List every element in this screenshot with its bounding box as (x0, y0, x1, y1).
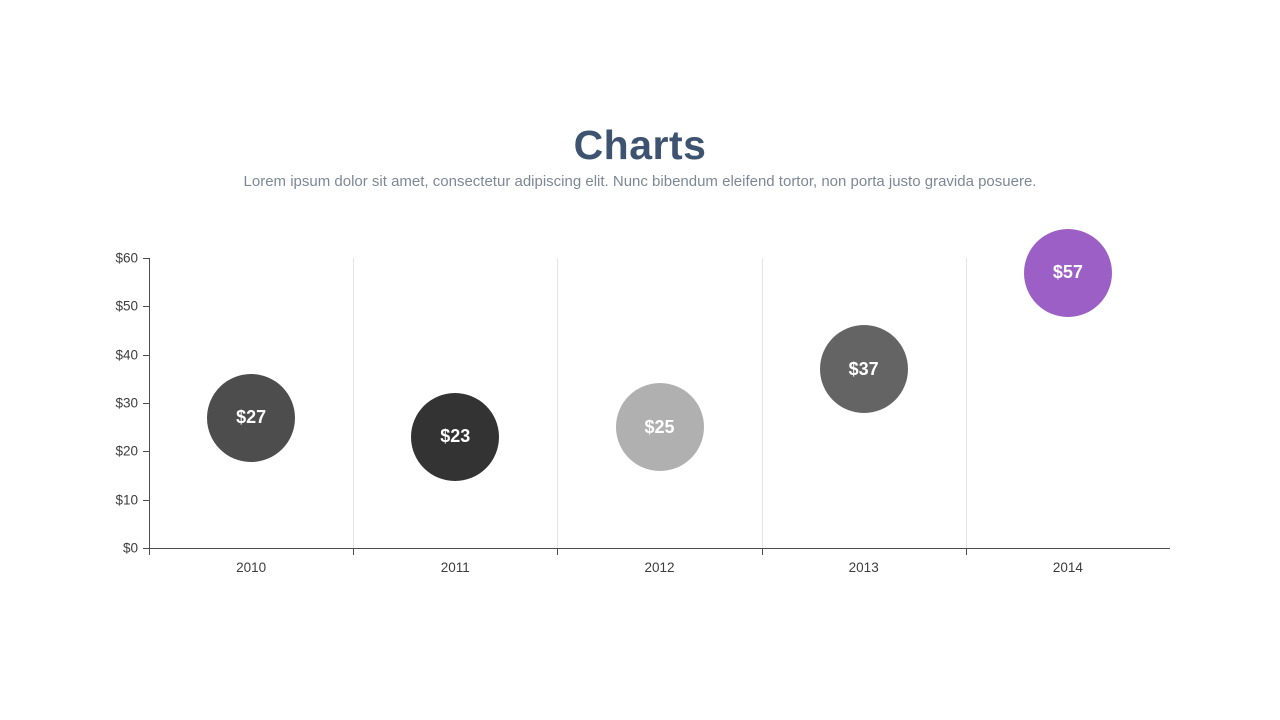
gridline (761, 258, 763, 548)
y-axis-tick (143, 499, 149, 501)
gridline (557, 258, 559, 548)
y-axis-tick-label: $40 (115, 347, 138, 363)
y-axis-tick-label: $10 (115, 492, 138, 508)
data-bubble-label: $25 (644, 416, 675, 437)
y-axis-tick-label: $60 (115, 250, 138, 266)
page-title: Charts (573, 122, 707, 169)
x-axis-category-label: 2011 (440, 560, 470, 575)
data-bubble-2011: $23 (411, 392, 500, 481)
gridline (353, 258, 355, 548)
data-bubble-2012: $25 (615, 383, 704, 472)
y-axis-tick (143, 403, 149, 404)
data-bubble-label: $23 (440, 426, 471, 447)
y-axis-tick (143, 548, 149, 549)
y-axis-tick-label: $0 (122, 540, 138, 556)
y-axis-tick-label: $20 (115, 443, 138, 459)
x-axis-category-label: 2014 (1052, 560, 1083, 575)
x-axis-tick (557, 549, 559, 555)
data-bubble-2013: $37 (819, 325, 908, 414)
y-axis-tick-label: $30 (115, 395, 138, 411)
plot-area: $60 $50 $40 $30 $20 $10 $0 2010 2011 2012 2013 2014… (115, 228, 1170, 575)
y-axis-tick (143, 451, 149, 453)
data-bubble-2010: $27 (207, 373, 296, 462)
data-bubble-label: $57 (1052, 262, 1083, 282)
data-bubble-2014: $57 (1023, 228, 1112, 317)
y-axis-tick (143, 258, 149, 259)
data-bubble-label: $37 (848, 358, 879, 379)
y-axis-tick (143, 306, 149, 308)
x-axis-tick (965, 549, 967, 555)
x-axis-tick (149, 549, 150, 555)
gridline (965, 258, 967, 548)
y-axis-tick (143, 354, 149, 356)
y-axis-line (149, 258, 150, 548)
x-axis-line (149, 548, 1170, 549)
x-axis-tick (353, 549, 355, 555)
x-axis-category-label: 2012 (644, 560, 675, 575)
x-axis-category-label: 2010 (236, 560, 267, 575)
x-axis-category-label: 2013 (848, 560, 879, 575)
data-bubble-label: $27 (236, 407, 267, 427)
page-subtitle: Lorem ipsum dolor sit amet, consectetur … (243, 173, 1037, 190)
x-axis-tick (761, 549, 763, 555)
y-axis-tick-label: $50 (115, 298, 138, 314)
